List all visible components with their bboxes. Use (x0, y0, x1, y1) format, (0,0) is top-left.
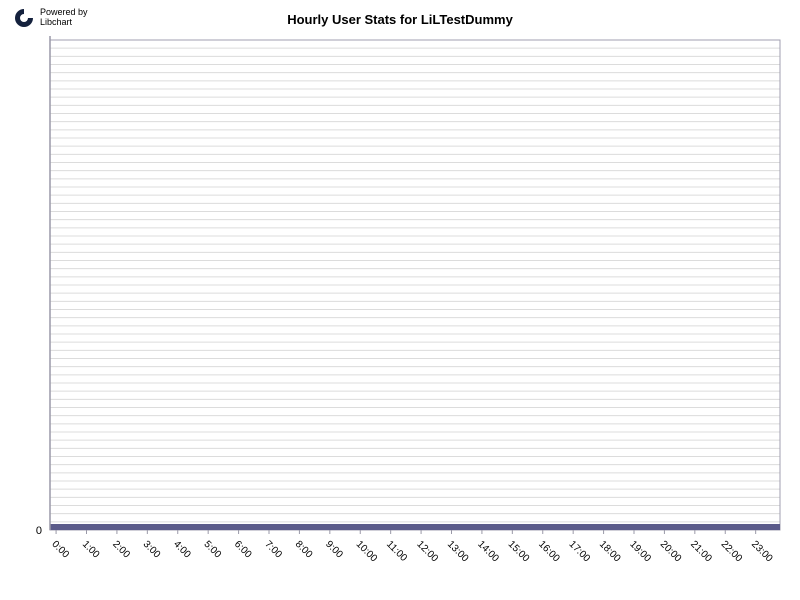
x-tick-label: 23:00 (749, 539, 775, 565)
x-tick-label: 12:00 (414, 539, 440, 565)
y-tick-label: 0 (36, 525, 42, 537)
x-tick-label: 14:00 (475, 539, 501, 565)
x-tick-label: 15:00 (506, 539, 532, 565)
x-tick-label: 20:00 (658, 539, 684, 565)
x-tick-label: 16:00 (536, 539, 562, 565)
x-tick-label: 0:00 (49, 539, 71, 561)
x-tick-label: 6:00 (232, 539, 254, 561)
x-tick-label: 3:00 (141, 539, 163, 561)
x-tick-label: 17:00 (567, 539, 593, 565)
x-tick-label: 11:00 (384, 539, 409, 564)
x-tick-label: 4:00 (171, 539, 193, 561)
x-tick-label: 19:00 (627, 539, 653, 565)
x-tick-label: 7:00 (262, 539, 284, 561)
x-tick-label: 10:00 (354, 539, 380, 565)
x-tick-label: 5:00 (202, 539, 224, 561)
x-tick-label: 2:00 (110, 539, 132, 561)
x-tick-label: 8:00 (293, 539, 315, 561)
hourly-stats-chart: 0 0:00 1:00 2:00 3:00 4:00 5:00 6:00 7:00 8:00 9:0… (0, 0, 800, 600)
x-tick-label: 18:00 (597, 539, 623, 565)
x-tick-label: 21:00 (688, 539, 714, 565)
x-tick-label: 9:00 (323, 539, 345, 561)
x-tick-label: 22:00 (719, 539, 745, 565)
x-tick-label: 13:00 (445, 539, 471, 565)
x-tick-label: 1:00 (80, 539, 102, 561)
